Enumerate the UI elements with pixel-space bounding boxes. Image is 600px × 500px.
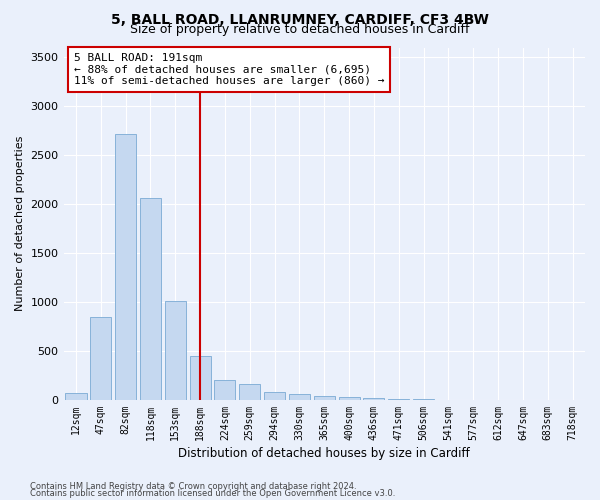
Bar <box>289 394 310 400</box>
Bar <box>239 384 260 400</box>
Bar <box>165 301 186 400</box>
Text: Contains public sector information licensed under the Open Government Licence v3: Contains public sector information licen… <box>30 489 395 498</box>
Bar <box>90 316 112 400</box>
X-axis label: Distribution of detached houses by size in Cardiff: Distribution of detached houses by size … <box>178 447 470 460</box>
Text: Contains HM Land Registry data © Crown copyright and database right 2024.: Contains HM Land Registry data © Crown c… <box>30 482 356 491</box>
Bar <box>314 396 335 400</box>
Y-axis label: Number of detached properties: Number of detached properties <box>15 136 25 312</box>
Bar <box>214 380 235 400</box>
Bar <box>115 134 136 400</box>
Bar <box>364 398 385 400</box>
Bar <box>338 397 359 400</box>
Bar <box>140 198 161 400</box>
Bar <box>65 392 86 400</box>
Text: 5, BALL ROAD, LLANRUMNEY, CARDIFF, CF3 4BW: 5, BALL ROAD, LLANRUMNEY, CARDIFF, CF3 4… <box>111 12 489 26</box>
Text: Size of property relative to detached houses in Cardiff: Size of property relative to detached ho… <box>130 22 470 36</box>
Text: 5 BALL ROAD: 191sqm
← 88% of detached houses are smaller (6,695)
11% of semi-det: 5 BALL ROAD: 191sqm ← 88% of detached ho… <box>74 53 385 86</box>
Bar <box>388 399 409 400</box>
Bar <box>190 356 211 400</box>
Bar <box>264 392 285 400</box>
